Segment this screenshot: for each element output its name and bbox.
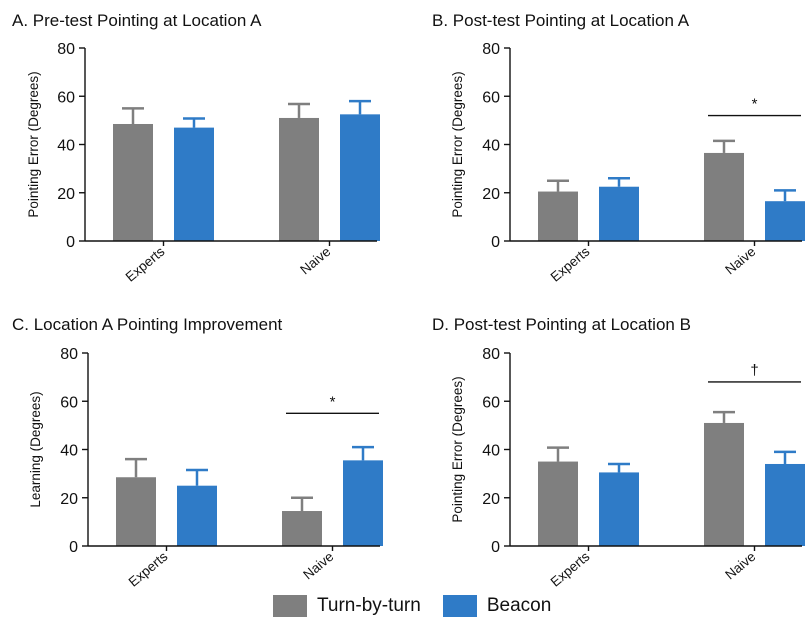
panel-a-y-axis-label: Pointing Error (Degrees) (26, 71, 41, 217)
panel-b-x-tick-label-experts: Experts (548, 244, 593, 285)
legend-swatch-beacon (442, 595, 477, 617)
panel-d-bar-naive-turn-by-turn (704, 422, 744, 546)
panel-d-y-tick-label: 80 (482, 346, 500, 363)
charts-canvas: A. Pre-test Pointing at Location A Pointi… (12, 11, 805, 590)
panel-d-y-tick-label: 0 (491, 539, 500, 556)
panel-c-y-tick-label: 40 (60, 443, 78, 460)
panel-d-y-tick-label: 20 (482, 491, 500, 508)
panel-c-bar-experts-beacon (177, 485, 217, 546)
panel-c-y-tick-label: 20 (60, 491, 78, 508)
panel-a-title: A. Pre-test Pointing at Location A (12, 11, 262, 30)
panel-a-bar-naive-turn-by-turn (279, 117, 319, 241)
panel-b-title: B. Post-test Pointing at Location A (432, 11, 690, 30)
panel-b: B. Post-test Pointing at Location A Point… (432, 11, 805, 285)
panel-a-bar-experts-turn-by-turn (113, 123, 153, 241)
panel-b-bar-experts-turn-by-turn (538, 191, 578, 241)
panel-a-x-tick-label-experts: Experts (123, 244, 168, 285)
legend-label-turn-by-turn: Turn-by-turn (317, 595, 421, 616)
panel-d-y-tick-label: 40 (482, 443, 500, 460)
panel-b-significance-marker: * (752, 96, 758, 113)
legend: Turn-by-turn Beacon (273, 594, 573, 618)
panel-c-bar-naive-turn-by-turn (282, 511, 322, 546)
panel-c-bar-experts-turn-by-turn (116, 477, 156, 546)
panel-d-y-axis-label: Pointing Error (Degrees) (450, 376, 465, 522)
panel-a-x-tick-label-naive: Naive (297, 244, 333, 278)
panel-d-x-tick-label-experts: Experts (548, 549, 593, 590)
legend-label-beacon: Beacon (486, 595, 552, 616)
panel-c-bar-naive-beacon (343, 460, 383, 546)
panel-d-bar-experts-turn-by-turn (538, 461, 578, 546)
panel-d-bar-naive-beacon (765, 463, 805, 546)
panel-c-significance-marker: * (330, 393, 336, 410)
panel-a-y-tick-label: 0 (66, 234, 75, 251)
panel-b-bar-experts-beacon (599, 186, 639, 241)
panel-a-bar-experts-beacon (174, 127, 214, 241)
panel-c-y-tick-label: 60 (60, 394, 78, 411)
panel-d-x-tick-label-naive: Naive (722, 549, 758, 583)
panel-c-y-axis-label: Learning (Degrees) (28, 391, 43, 507)
panel-c-y-tick-label: 0 (69, 539, 78, 556)
panel-b-x-tick-label-naive: Naive (722, 244, 758, 278)
panel-a: A. Pre-test Pointing at Location A Pointi… (12, 11, 380, 285)
panel-a-bar-naive-beacon (340, 114, 380, 241)
panel-b-bar-naive-turn-by-turn (704, 152, 744, 241)
legend-swatch-turn-by-turn (273, 595, 307, 617)
panel-b-y-tick-label: 20 (482, 186, 500, 203)
panel-b-y-tick-label: 0 (491, 234, 500, 251)
panel-b-y-tick-label: 40 (482, 138, 500, 155)
panel-a-y-tick-label: 60 (57, 89, 75, 106)
panel-c-title: C. Location A Pointing Improvement (12, 315, 283, 334)
legend-item-turn-by-turn: Turn-by-turn (273, 595, 421, 617)
panel-a-y-tick-label: 40 (57, 138, 75, 155)
panel-b-y-tick-label: 80 (482, 41, 500, 58)
panel-b-y-axis-label: Pointing Error (Degrees) (450, 71, 465, 217)
panel-b-bar-naive-beacon (765, 201, 805, 241)
panel-d-bar-experts-beacon (599, 472, 639, 546)
panel-c-y-tick-label: 80 (60, 346, 78, 363)
panel-d-significance-marker: † (750, 362, 758, 379)
panel-a-y-tick-label: 20 (57, 186, 75, 203)
panel-a-y-tick-label: 80 (57, 41, 75, 58)
panel-c-x-tick-label-experts: Experts (126, 549, 171, 590)
panel-d: D. Post-test Pointing at Location B Point… (432, 315, 805, 590)
panel-d-title: D. Post-test Pointing at Location B (432, 315, 691, 334)
panel-b-y-tick-label: 60 (482, 89, 500, 106)
panel-c: C. Location A Pointing Improvement Learni… (12, 315, 383, 590)
panel-c-x-tick-label-naive: Naive (300, 549, 336, 583)
panel-d-y-tick-label: 60 (482, 394, 500, 411)
legend-item-beacon: Beacon (442, 595, 552, 617)
